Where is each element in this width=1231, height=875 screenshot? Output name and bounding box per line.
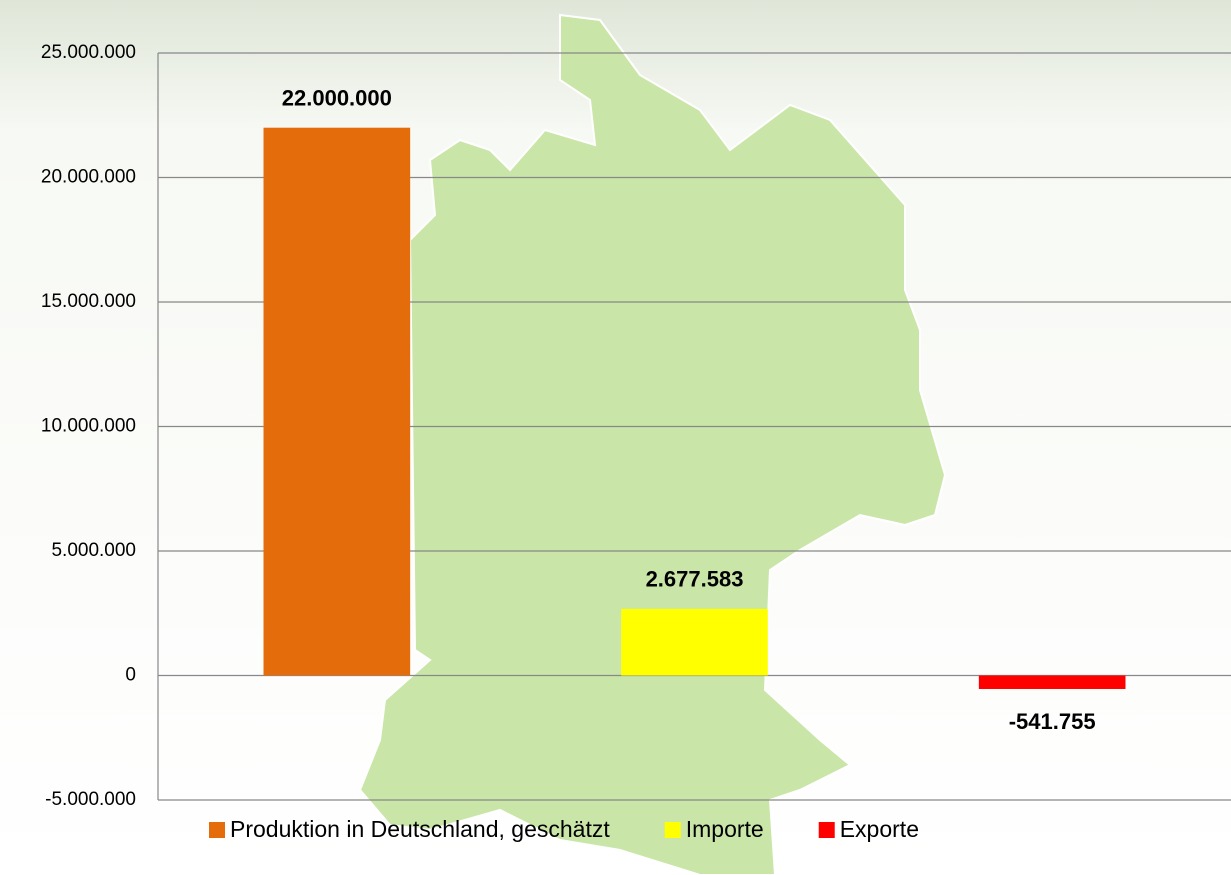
legend-label: Produktion in Deutschland, geschätzt <box>230 816 610 842</box>
y-tick-label: 0 <box>125 665 136 686</box>
data-label: 2.677.583 <box>646 567 744 592</box>
y-tick-label: 10.000.000 <box>41 416 136 437</box>
y-tick-label: 15.000.000 <box>41 291 136 312</box>
bar <box>263 127 411 676</box>
legend-label: Exporte <box>840 816 919 842</box>
legend-label: Importe <box>686 816 764 842</box>
data-label: 22.000.000 <box>282 86 392 111</box>
bar <box>621 608 768 676</box>
bar <box>978 675 1126 689</box>
y-tick-label: 5.000.000 <box>51 540 136 561</box>
y-tick-label: 20.000.000 <box>41 167 136 188</box>
legend-swatch <box>209 822 225 838</box>
y-tick-label: 25.000.000 <box>41 42 136 63</box>
legend-swatch <box>664 822 681 838</box>
y-tick-label: -5.000.000 <box>45 789 136 810</box>
map-germany <box>358 13 947 875</box>
legend-swatch <box>818 822 835 838</box>
data-label: -541.755 <box>1009 709 1096 734</box>
